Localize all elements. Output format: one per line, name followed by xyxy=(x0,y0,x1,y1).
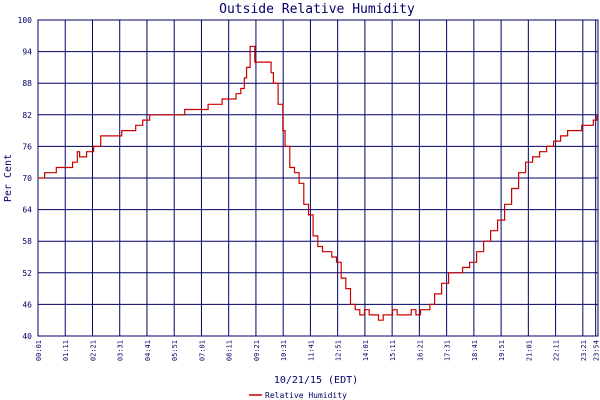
x-tick-label: 18:41 xyxy=(471,340,479,361)
x-axis-ticks: 00:01 01:11 02:21 03:31 04:41 05:51 07:01 08:11… xyxy=(35,340,600,361)
x-tick-label: 23:21 xyxy=(580,340,588,361)
x-tick-label: 12:51 xyxy=(335,340,343,361)
series-group xyxy=(37,45,598,321)
x-tick-label: 17:31 xyxy=(444,340,452,361)
x-tick-label: 07:01 xyxy=(198,340,206,361)
x-tick-label: 15:11 xyxy=(389,340,397,361)
x-tick-label: 14:01 xyxy=(362,340,370,361)
x-tick-label: 11:41 xyxy=(307,340,315,361)
x-tick-label: 10:31 xyxy=(280,340,288,361)
y-tick-label: 70 xyxy=(22,174,32,183)
y-tick-label: 82 xyxy=(22,111,32,120)
x-tick-label: 16:21 xyxy=(416,340,424,361)
y-tick-label: 88 xyxy=(22,79,32,88)
x-tick-label: 00:01 xyxy=(35,340,43,361)
y-axis-ticks: 40 46 52 58 64 70 76 82 88 94 100 xyxy=(18,16,33,341)
x-tick-label: 22:11 xyxy=(553,340,561,361)
y-tick-label: 76 xyxy=(22,142,32,151)
y-tick-label: 46 xyxy=(22,300,32,309)
y-tick-label: 94 xyxy=(22,48,32,57)
legend: Relative Humidity xyxy=(249,391,347,400)
x-tick-label: 09:21 xyxy=(253,340,261,361)
x-tick-label: 05:51 xyxy=(171,340,179,361)
y-axis-label: Per Cent xyxy=(3,154,14,202)
x-tick-label: 19:51 xyxy=(498,340,506,361)
y-tick-label: 100 xyxy=(18,16,33,25)
x-tick-label: 03:31 xyxy=(117,340,125,361)
x-tick-label: 04:41 xyxy=(144,340,152,361)
series-line-0 xyxy=(37,45,598,321)
x-tick-label: 02:21 xyxy=(89,340,97,361)
x-tick-label: 08:11 xyxy=(226,340,234,361)
y-tick-label: 52 xyxy=(22,269,32,278)
legend-label: Relative Humidity xyxy=(265,391,347,400)
x-tick-label: 01:11 xyxy=(62,340,70,361)
y-tick-label: 58 xyxy=(22,237,32,246)
y-tick-label: 40 xyxy=(22,332,32,341)
x-axis-label: 10/21/15 (EDT) xyxy=(274,375,358,386)
chart-title: Outside Relative Humidity xyxy=(219,2,415,17)
x-tick-label: 23:54 xyxy=(593,340,600,361)
x-tick-label: 21:01 xyxy=(525,340,533,361)
y-tick-label: 64 xyxy=(22,206,32,215)
